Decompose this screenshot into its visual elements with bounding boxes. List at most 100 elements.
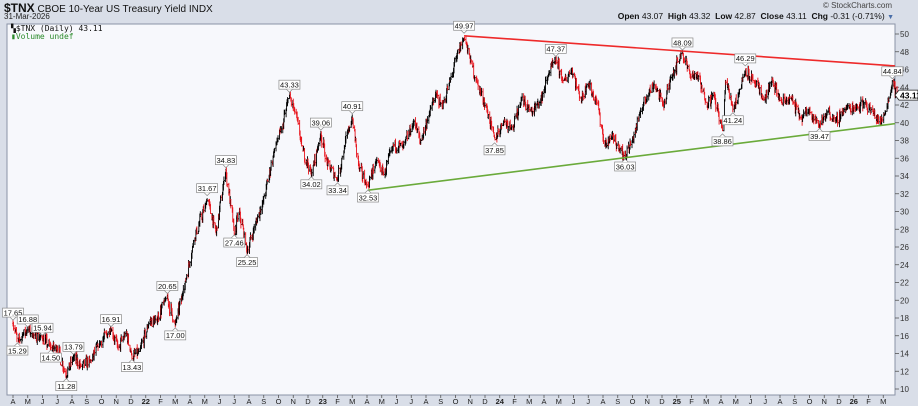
- price-label: 15.94: [31, 322, 54, 336]
- price-bar: [300, 136, 303, 147]
- price-bar: [866, 107, 869, 115]
- price-bar: [369, 176, 371, 181]
- dropdown-arrow-icon[interactable]: ▼: [887, 14, 894, 21]
- x-tick-label: J: [55, 397, 59, 406]
- price-label-text: 33.34: [328, 186, 347, 195]
- price-bar: [43, 333, 45, 345]
- x-tick-label: A: [541, 397, 546, 406]
- price-bar: [219, 195, 222, 204]
- price-label-text: 15.94: [33, 324, 52, 333]
- security-name: CBOE 10-Year US Treasury Yield INDX: [37, 4, 213, 15]
- price-bar: [345, 131, 347, 144]
- y-tick-label: 40: [900, 119, 909, 128]
- price-label-pointer: [552, 53, 560, 57]
- y-tick-label: 36: [900, 154, 909, 163]
- x-tick-label: 25: [673, 397, 681, 406]
- price-bar: [127, 334, 130, 346]
- legend-price[interactable]: ▚$TNX (Daily) 43.11: [11, 24, 103, 33]
- price-label: 46.29: [734, 53, 757, 67]
- x-tick-label: F: [335, 397, 340, 406]
- price-label: 37.85: [483, 142, 506, 156]
- ohlc-readout: Open 43.07 High 43.32 Low 42.87 Close 43…: [618, 11, 894, 21]
- x-tick-label: S: [84, 397, 89, 406]
- x-tick-label: S: [438, 397, 443, 406]
- y-tick-label: 10: [900, 385, 909, 394]
- price-label-pointer: [63, 378, 70, 382]
- price-label-text: 43.33: [280, 80, 299, 89]
- price-label-text: 17.00: [166, 331, 185, 340]
- x-tick-label: O: [276, 397, 282, 406]
- price-bar: [192, 239, 195, 248]
- price-label: 13.43: [121, 359, 143, 372]
- price-bar: [196, 226, 198, 235]
- price-label-pointer: [364, 189, 372, 194]
- y-tick-label: 12: [900, 367, 909, 376]
- price-label: 20.65: [156, 281, 179, 294]
- x-tick-label: J: [763, 397, 767, 406]
- price-label-text: 11.28: [57, 382, 75, 391]
- price-bar: [297, 116, 299, 125]
- price-label: 17.00: [164, 327, 187, 341]
- y-tick-label: 16: [900, 332, 909, 341]
- price-bar: [548, 70, 551, 76]
- x-tick-label: M: [379, 397, 385, 406]
- x-tick-label: N: [822, 397, 827, 406]
- x-tick-label: M: [202, 397, 208, 406]
- price-bar: [480, 87, 483, 97]
- price-label-text: 36.03: [616, 162, 635, 171]
- price-label: 11.28: [55, 378, 78, 391]
- y-tick-label: 14: [900, 350, 909, 359]
- price-bar: [829, 116, 832, 120]
- price-label-text: 32.53: [359, 193, 378, 202]
- price-bar: [46, 344, 49, 348]
- x-tick-label: A: [69, 397, 74, 406]
- price-label-text: 37.85: [485, 146, 504, 155]
- price-bar: [795, 103, 798, 110]
- open-label: Open: [617, 11, 640, 21]
- price-bar: [701, 84, 703, 94]
- x-tick-label: M: [880, 397, 886, 406]
- price-bar: [690, 73, 692, 81]
- price-bar: [826, 110, 828, 116]
- price-label-pointer: [222, 164, 230, 169]
- price-bar: [473, 75, 476, 82]
- price-label-pointer: [164, 290, 171, 294]
- x-tick-label: M: [25, 397, 31, 406]
- price-label-text: 16.88: [18, 315, 37, 324]
- price-label: 16.88: [16, 314, 39, 328]
- price-label: 49.97: [453, 20, 475, 34]
- x-axis: A M J J A S O N D 22 F M A M J J A S O N D 23 F M A M J J A S O N D 24 F M A…: [10, 395, 886, 406]
- price-label: 14.50: [40, 349, 62, 363]
- y-tick-label: 26: [900, 243, 909, 252]
- price-bar: [446, 85, 449, 91]
- price-bar: [189, 261, 191, 269]
- price-bar: [752, 74, 754, 84]
- price-label-pointer: [679, 46, 686, 51]
- x-tick-label: 26: [850, 397, 858, 406]
- price-label-text: 46.29: [736, 54, 755, 63]
- y-tick-label: 38: [900, 137, 909, 146]
- symbol: $TNX: [4, 1, 35, 15]
- price-label: 34.02: [300, 176, 323, 190]
- x-tick-label: A: [777, 397, 782, 406]
- price-label-text: 39.47: [810, 132, 829, 141]
- legend-volume[interactable]: ▮Volume undef: [11, 32, 74, 41]
- brand-logo: © StockCharts.com: [822, 1, 892, 10]
- price-label: 34.83: [215, 155, 237, 169]
- y-tick-label: 34: [900, 172, 909, 181]
- price-bar: [53, 345, 56, 352]
- price-label-pointer: [816, 127, 823, 132]
- price-bar: [704, 98, 707, 103]
- price-bar: [697, 74, 700, 82]
- price-label: 44.84: [881, 66, 904, 80]
- close-label: Close: [760, 11, 784, 21]
- price-label: 41.24: [721, 112, 744, 126]
- price-bar: [802, 109, 805, 119]
- price-bar: [721, 124, 724, 132]
- x-tick-label: J: [749, 397, 753, 406]
- price-label-pointer: [70, 351, 77, 355]
- price-bar: [517, 104, 520, 116]
- x-tick-label: M: [556, 397, 562, 406]
- price-bar: [806, 108, 808, 117]
- price-bar: [90, 359, 92, 364]
